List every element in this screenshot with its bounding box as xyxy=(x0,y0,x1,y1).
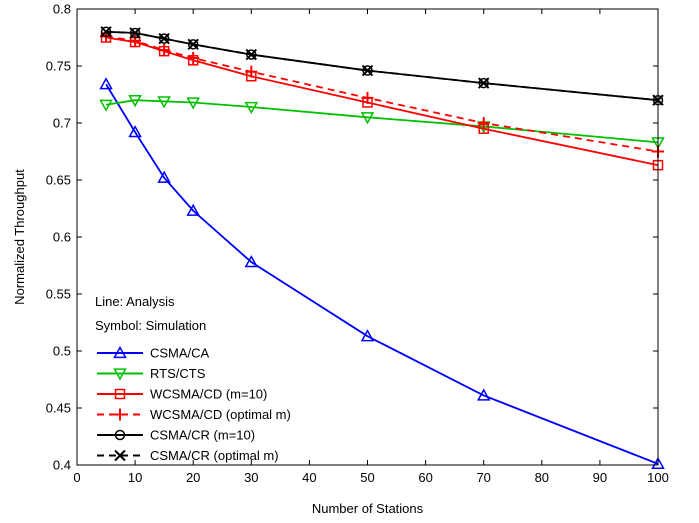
y-tick-label-8: 0.8 xyxy=(53,2,71,17)
point-wcsma-cd-optimal-m-15 xyxy=(158,44,171,57)
legend-note-simulation: Symbol: Simulation xyxy=(95,318,206,333)
y-tick-label-5: 0.65 xyxy=(46,173,71,188)
ticks-layer: 0 10 20 30 40 50 60 70 80 90 100 0.4 0.45 0.5 0.55 0.6 0… xyxy=(46,2,669,486)
legend-label-csma-ca: CSMA/CA xyxy=(150,346,210,361)
series-csma-ca xyxy=(99,77,665,470)
point-wcsma-cd-optimal-m-50 xyxy=(361,91,374,104)
legend-entries: CSMA/CA RTS/CTS WCSMA/CD (m=10) WCSMA/CD (o… xyxy=(97,346,291,463)
point-rts-cts-5 xyxy=(99,99,113,112)
series-line-csma-cr-optimal-m xyxy=(106,30,659,102)
point-csma-ca-50 xyxy=(360,329,375,342)
point-rts-cts-50 xyxy=(360,112,375,125)
point-csma-cr-optimal-m-20 xyxy=(187,38,199,51)
y-tick-label-2: 0.5 xyxy=(53,344,71,359)
legend-entry-wcsma-cd-optimal-m: WCSMA/CD (optimal m) xyxy=(97,407,291,422)
legend-marker-csma-ca xyxy=(113,345,127,359)
x-tick-label-90: 90 xyxy=(593,470,607,485)
x-axis-label: Number of Stations xyxy=(312,501,424,516)
legend-note-analysis: Line: Analysis xyxy=(95,294,175,309)
series-wcsma-cd-optimal-m xyxy=(100,30,664,158)
point-rts-cts-10 xyxy=(128,95,142,108)
series-line-csma-ca xyxy=(105,83,659,465)
x-tick-label-70: 70 xyxy=(476,470,490,485)
legend-entry-csma-cr-m-10: CSMA/CR (m=10) xyxy=(97,428,255,443)
legend-entry-wcsma-cd-m-10: WCSMA/CD (m=10) xyxy=(97,387,267,402)
point-wcsma-cd-optimal-m-30 xyxy=(245,65,258,78)
point-wcsma-cd-optimal-m-20 xyxy=(187,52,200,65)
legend-label-csma-cr-m-10: CSMA/CR (m=10) xyxy=(150,428,255,443)
x-tick-label-20: 20 xyxy=(186,470,200,485)
legend-label-rts-cts: RTS/CTS xyxy=(150,366,206,381)
point-csma-cr-optimal-m-30 xyxy=(245,48,258,61)
point-csma-cr-optimal-m-10 xyxy=(129,27,141,39)
point-csma-cr-m-10-30 xyxy=(246,49,257,60)
legend-marker-wcsma-cd-optimal-m xyxy=(114,408,126,421)
point-csma-cr-optimal-m-70 xyxy=(477,77,490,89)
x-tick-label-30: 30 xyxy=(244,470,258,485)
x-tick-label-40: 40 xyxy=(302,470,316,485)
point-csma-cr-m-10-20 xyxy=(187,39,199,50)
x-tick-label-50: 50 xyxy=(360,470,374,485)
series-layer xyxy=(99,26,665,470)
x-tick-label-10: 10 xyxy=(128,470,142,485)
point-wcsma-cd-optimal-m-70 xyxy=(477,117,490,129)
point-csma-ca-5 xyxy=(99,77,113,90)
point-csma-ca-100 xyxy=(651,456,665,470)
legend-entry-csma-cr-optimal-m: CSMA/CR (optimal m) xyxy=(97,448,279,463)
point-rts-cts-15 xyxy=(157,96,171,109)
y-tick-label-6: 0.7 xyxy=(53,116,71,131)
point-rts-cts-20 xyxy=(186,97,200,110)
legend-entry-rts-cts: RTS/CTS xyxy=(97,366,206,381)
series-csma-cr-m-10 xyxy=(100,26,664,106)
point-csma-ca-30 xyxy=(244,255,259,268)
y-tick-label-4: 0.6 xyxy=(53,230,71,245)
point-csma-ca-20 xyxy=(186,203,200,216)
x-tick-label-0: 0 xyxy=(73,470,80,485)
y-tick-label-7: 0.75 xyxy=(46,59,71,74)
legend-label-wcsma-cd-optimal-m: WCSMA/CD (optimal m) xyxy=(150,407,291,422)
point-csma-ca-15 xyxy=(157,170,171,183)
legend-label-wcsma-cd-m-10: WCSMA/CD (m=10) xyxy=(150,387,267,402)
legend-entry-csma-ca: CSMA/CA xyxy=(97,346,210,361)
legend-marker-rts-cts xyxy=(113,368,127,381)
y-tick-label-0: 0.4 xyxy=(53,458,71,473)
x-tick-label-60: 60 xyxy=(418,470,432,485)
y-axis-label: Normalized Throughput xyxy=(12,169,27,305)
legend-marker-csma-cr-optimal-m xyxy=(114,449,126,462)
point-rts-cts-30 xyxy=(244,101,259,115)
point-csma-cr-optimal-m-5 xyxy=(100,26,112,38)
series-csma-cr-optimal-m xyxy=(100,26,664,106)
x-tick-label-100: 100 xyxy=(647,470,669,485)
legend-marker-wcsma-cd-m-10 xyxy=(114,388,126,400)
legend-label-csma-cr-optimal-m: CSMA/CR (optimal m) xyxy=(150,448,279,463)
y-tick-label-1: 0.45 xyxy=(46,401,71,416)
x-tick-label-80: 80 xyxy=(535,470,549,485)
y-tick-label-3: 0.55 xyxy=(46,287,71,302)
point-csma-ca-70 xyxy=(476,388,491,401)
point-csma-cr-optimal-m-50 xyxy=(361,64,374,77)
point-csma-cr-optimal-m-15 xyxy=(158,32,170,45)
series-rts-cts xyxy=(99,95,665,150)
legend-marker-csma-cr-m-10 xyxy=(114,429,126,441)
point-csma-ca-10 xyxy=(128,125,142,138)
legend: Line: Analysis Symbol: Simulation CSMA/C… xyxy=(95,294,291,463)
